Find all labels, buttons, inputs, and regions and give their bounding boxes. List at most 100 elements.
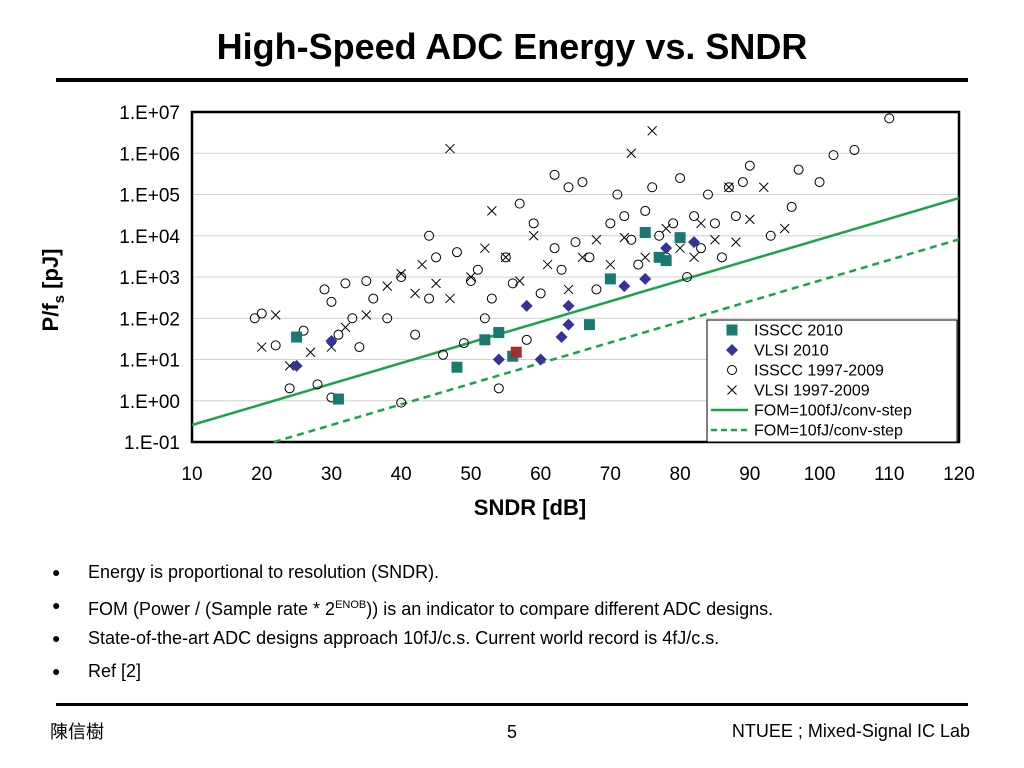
vlsi-1997-2009-point bbox=[431, 278, 441, 289]
vlsi-1997-2009-point bbox=[445, 293, 455, 304]
isscc-1997-2009-point bbox=[591, 284, 602, 295]
chart: 1.E-01 1.E+00 1.E+01 1.E+02 1.E+03 1.E+04 1.E+… bbox=[38, 103, 975, 520]
fom-100fj-line bbox=[191, 196, 960, 427]
chart-legend: ISSCC 2010 VLSI 2010 ISSCC 1997-2009 VLSI 1… bbox=[706, 319, 958, 443]
isscc-2010-point bbox=[639, 226, 651, 238]
vlsi-2010-point bbox=[660, 242, 673, 255]
isscc-1997-2009-point bbox=[354, 342, 365, 353]
vlsi-2010-point bbox=[555, 331, 568, 344]
vlsi-1997-2009-point bbox=[605, 259, 616, 270]
isscc-1997-2009-point bbox=[528, 218, 539, 229]
legend-label: VLSI 2010 bbox=[754, 343, 829, 360]
isscc-1997-2009-point bbox=[702, 189, 713, 200]
isscc-1997-2009-point bbox=[884, 113, 895, 124]
vlsi-1997-2009-point bbox=[675, 243, 685, 254]
y-tick-label: 1.E+02 bbox=[119, 309, 180, 330]
vlsi-1997-2009-point bbox=[417, 259, 427, 270]
page-number: 5 bbox=[506, 722, 517, 742]
bullet-text: Ref [2] bbox=[88, 661, 142, 681]
y-tick-label: 1.E+03 bbox=[119, 268, 180, 289]
vlsi-1997-2009-point bbox=[486, 206, 497, 216]
vlsi-2010-point bbox=[520, 299, 533, 312]
bullet-item: ● State-of-the-art ADC designs approach 1… bbox=[48, 626, 773, 659]
vlsi-2010-point bbox=[534, 353, 547, 366]
vlsi-1997-2009-point bbox=[256, 342, 267, 352]
isscc-1997-2009-point bbox=[793, 164, 804, 175]
bullet-text: State-of-the-art ADC designs approach 10… bbox=[88, 628, 720, 648]
footer-author: 陳信樹 bbox=[50, 722, 104, 742]
isscc-1997-2009-point bbox=[333, 329, 344, 340]
x-tick-label: 60 bbox=[530, 464, 551, 485]
vlsi-2010-point bbox=[639, 272, 652, 285]
isscc-1997-2009-point bbox=[424, 230, 435, 241]
vlsi-1997-2009-point bbox=[619, 232, 630, 243]
isscc-1997-2009-point bbox=[716, 252, 727, 263]
legend-marker-swatch bbox=[727, 385, 737, 395]
isscc-2010-point bbox=[653, 251, 665, 263]
vlsi-1997-2009-point bbox=[270, 310, 281, 320]
isscc-1997-2009-point bbox=[270, 340, 281, 351]
x-tick-label: 10 bbox=[181, 464, 202, 485]
isscc-1997-2009-point bbox=[612, 189, 623, 200]
vlsi-1997-2009-point bbox=[563, 284, 574, 295]
legend-label: FOM=100fJ/conv-step bbox=[754, 403, 912, 420]
y-tick-label: 1.E+07 bbox=[119, 103, 180, 124]
bullet-text-cont: )) is an indicator to compare different … bbox=[366, 599, 774, 619]
vlsi-1997-2009-point bbox=[758, 182, 769, 193]
vlsi-1997-2009-point bbox=[626, 148, 637, 159]
vlsi-1997-2009-point bbox=[710, 234, 720, 245]
isscc-1997-2009-point bbox=[563, 182, 574, 193]
legend-label: VLSI 1997-2009 bbox=[754, 383, 870, 400]
isscc-1997-2009-point bbox=[465, 275, 476, 286]
vlsi-2010-point bbox=[618, 280, 631, 293]
legend-marker-swatch bbox=[726, 324, 738, 336]
isscc-1997-2009-point bbox=[696, 243, 707, 254]
vlsi-1997-2009-point bbox=[744, 214, 755, 225]
isscc-1997-2009-point bbox=[549, 243, 560, 254]
isscc-1997-2009-point bbox=[284, 383, 295, 394]
vlsi-1997-2009-point bbox=[466, 272, 476, 282]
isscc-1997-2009-point bbox=[786, 201, 797, 212]
isscc-1997-2009-point bbox=[361, 275, 372, 286]
isscc-1997-2009-point bbox=[605, 218, 616, 229]
isscc-1997-2009-point bbox=[451, 247, 462, 258]
isscc-1997-2009-point bbox=[744, 160, 755, 171]
y-tick-label: 1.E-01 bbox=[124, 433, 180, 454]
isscc-1997-2009-point bbox=[249, 313, 260, 324]
isscc-1997-2009-point bbox=[814, 177, 825, 188]
vlsi-1997-2009-point bbox=[326, 342, 337, 352]
vlsi-1997-2009-point bbox=[500, 252, 511, 263]
y-axis-ticks: 1.E-01 1.E+00 1.E+01 1.E+02 1.E+03 1.E+04 1.E+… bbox=[119, 103, 180, 454]
isscc-1997-2009-point bbox=[382, 313, 393, 324]
isscc-1997-2009-point bbox=[556, 264, 567, 275]
isscc-1997-2009-point bbox=[626, 234, 637, 245]
legend-box bbox=[706, 319, 958, 443]
isscc-1997-2009-point bbox=[472, 264, 483, 275]
y-axis-label-main: P/f bbox=[38, 303, 63, 332]
x-tick-label: 120 bbox=[943, 464, 975, 485]
isscc-1997-2009-point bbox=[438, 349, 449, 360]
fom-lines bbox=[191, 196, 960, 444]
vlsi-2010-point bbox=[325, 335, 338, 348]
bullet-dot-icon: ● bbox=[52, 630, 61, 646]
isscc-1997-2009-point bbox=[640, 205, 651, 216]
isscc-1997-2009-point bbox=[396, 397, 407, 408]
bullet-item: ● FOM (Power / (Sample rate * 2ENOB)) is … bbox=[48, 593, 773, 626]
vlsi-2010-point bbox=[562, 318, 575, 331]
vlsi-1997-2009-point bbox=[591, 234, 602, 245]
vlsi-1997-2009-point bbox=[514, 276, 525, 286]
isscc-1997-2009-point bbox=[319, 284, 330, 295]
isscc-1997-2009-point bbox=[507, 278, 518, 289]
y-axis-label-unit: [pJ] bbox=[38, 249, 63, 295]
x-tick-label: 70 bbox=[600, 464, 621, 485]
vlsi-1997-2009-point bbox=[396, 268, 407, 279]
legend-marker-swatch bbox=[727, 365, 737, 375]
isscc-2010-point bbox=[479, 334, 491, 346]
vlsi-1997-2009-point bbox=[640, 252, 651, 263]
x-tick-label: 50 bbox=[460, 464, 481, 485]
x-tick-label: 80 bbox=[670, 464, 691, 485]
isscc-1997-2009-point bbox=[765, 230, 776, 241]
bullet-list: ● Energy is proportional to resolution (S… bbox=[48, 560, 773, 692]
vlsi-1997-2009-point bbox=[689, 252, 699, 263]
x-tick-label: 40 bbox=[391, 464, 412, 485]
